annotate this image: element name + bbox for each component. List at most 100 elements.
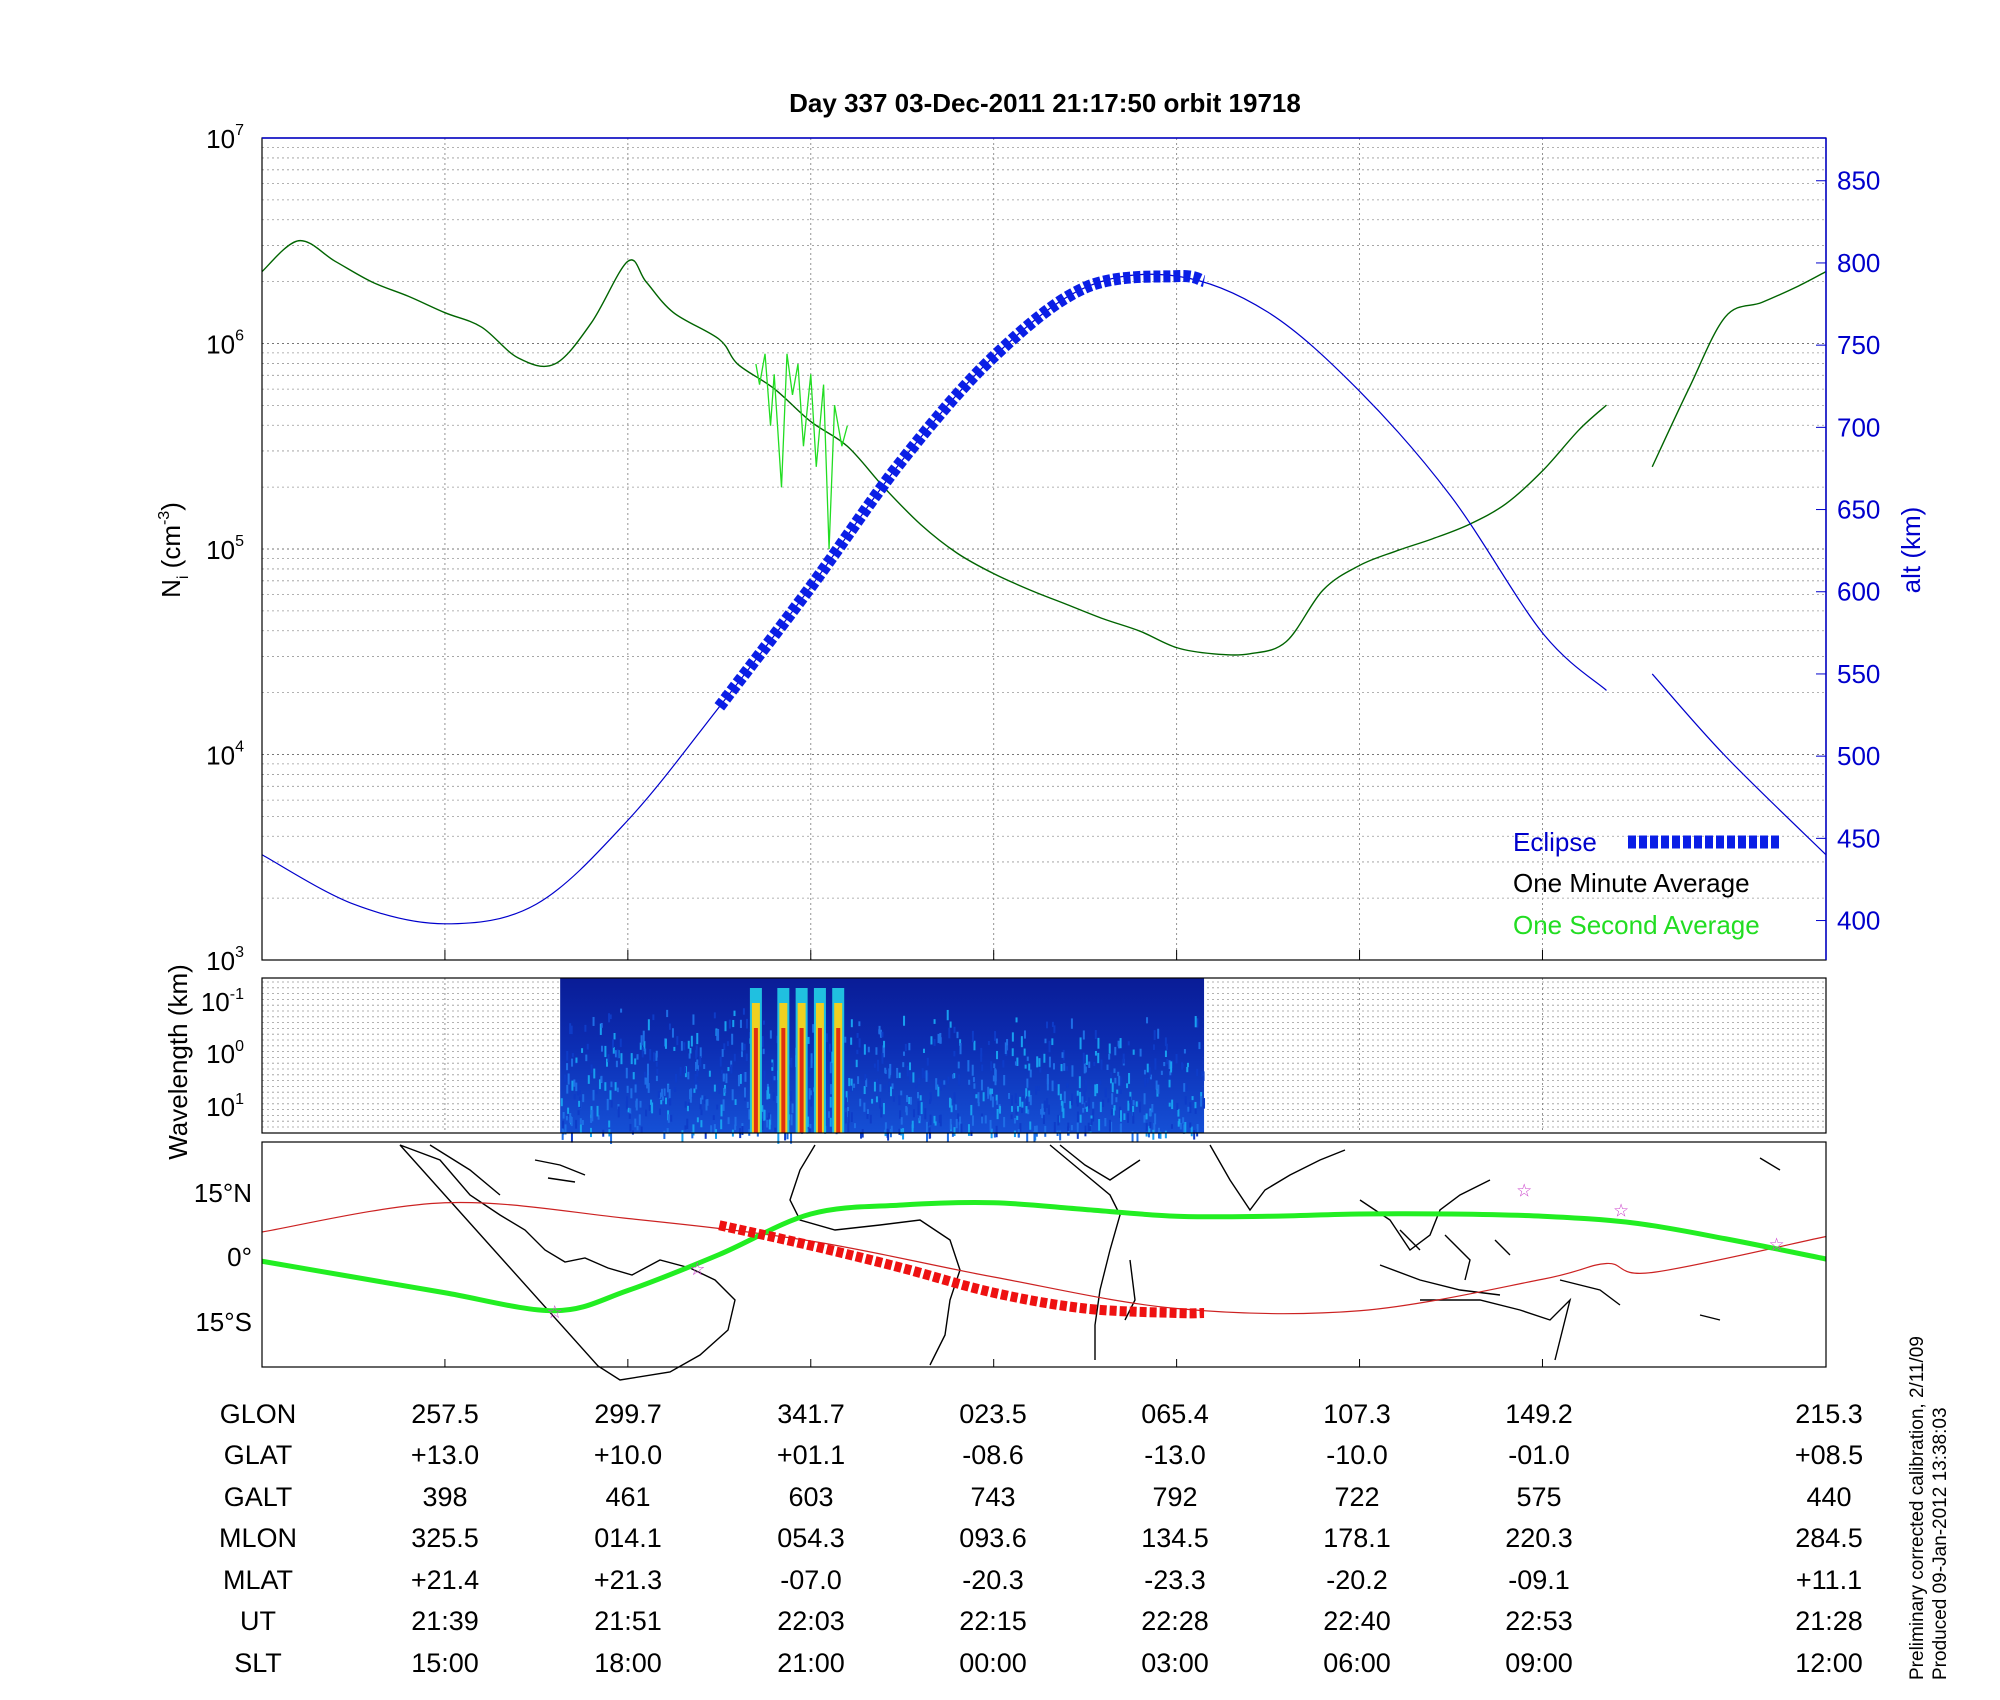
spectrogram-image: [560, 978, 1206, 1144]
density-y-label: Ni (cm-3): [156, 502, 192, 598]
spectrogram-speckle: [829, 1084, 832, 1095]
one-second-average-line: [755, 353, 848, 550]
spectrogram-speckle: [1187, 1106, 1190, 1112]
spectrogram-speckle: [658, 1108, 661, 1115]
spectrogram-speckle: [1094, 1050, 1097, 1056]
legend-minute-label: One Minute Average: [1513, 868, 1750, 898]
spectrogram-speckle: [902, 1051, 905, 1056]
table-cell: 284.5: [1795, 1523, 1863, 1553]
spectrogram-speckle: [1046, 1078, 1049, 1091]
spectrogram-speckle: [1016, 1105, 1019, 1112]
density-y-tick-label: 104: [206, 739, 244, 771]
spectrogram-speckle: [863, 1086, 866, 1095]
spectrogram-speckle: [993, 1132, 996, 1138]
table-cell: +10.0: [594, 1440, 662, 1470]
spectrogram-speckle: [917, 1104, 920, 1115]
spectrogram-speckle: [987, 1086, 990, 1096]
spectrogram-speckle: [850, 1078, 853, 1091]
spectrogram-speckle: [1196, 1018, 1199, 1028]
spectrogram-speckle: [1084, 1080, 1087, 1092]
spectrogram-speckle: [1085, 1102, 1088, 1107]
spectrogram-speckle: [1029, 1094, 1032, 1106]
spectrogram-speckle: [1149, 1074, 1152, 1080]
spectrogram-speckle: [1132, 1106, 1135, 1116]
spectrogram-speckle: [716, 1029, 719, 1041]
star-marker: ☆: [689, 1259, 705, 1280]
spectrogram-speckle: [634, 1084, 637, 1093]
spectrogram-speckle: [855, 1059, 858, 1068]
spectrogram-speckle: [863, 1044, 866, 1055]
one-minute-average-line-tail: [1651, 270, 1827, 468]
spectrogram-speckle: [1021, 1095, 1024, 1101]
spectrogram-speckle: [1060, 1100, 1063, 1106]
spectrogram-speckle: [612, 1047, 615, 1054]
spectrogram-speckle: [1088, 1061, 1091, 1068]
spectrogram-speckle: [937, 1033, 940, 1044]
spectrogram-speckle: [573, 1094, 576, 1100]
spectrogram-speckle: [953, 1127, 956, 1136]
spectrogram-speckle: [699, 1056, 702, 1067]
spectrogram-speckle: [810, 1096, 813, 1107]
red-sea-coast: [1059, 1144, 1141, 1181]
spectrogram-speckle: [575, 1119, 578, 1129]
table-row-label: GALT: [224, 1482, 293, 1512]
spectrogram-speckle: [924, 1108, 927, 1120]
spectrogram-speckle: [953, 1026, 956, 1034]
spectrogram-speckle: [587, 1075, 590, 1084]
spectrogram-speckle: [608, 1013, 611, 1023]
spectrogram-speckle: [762, 1020, 765, 1025]
spectrogram-speckle: [875, 1047, 878, 1055]
spectrogram-speckle: [908, 1096, 911, 1105]
alt-y-tick-label: 850: [1837, 166, 1880, 196]
spectrogram-speckle: [724, 1088, 727, 1093]
spectrogram-speckle: [1132, 1112, 1135, 1124]
spectrogram-speckle: [766, 1119, 769, 1128]
spectrogram-speckle: [733, 1053, 736, 1062]
spectrogram-speckle: [600, 1075, 603, 1083]
spectrogram-speckle: [968, 1079, 971, 1085]
spectrogram-speckle: [1092, 1101, 1095, 1109]
spectrogram-speckle: [1053, 1025, 1056, 1034]
spectrogram-speckle: [768, 1093, 771, 1099]
spectrogram-speckle: [1126, 1083, 1129, 1089]
spectrogram-speckle: [891, 1083, 894, 1089]
table-cell: 743: [970, 1482, 1015, 1512]
spectrogram-speckle: [1094, 1030, 1097, 1040]
spectrogram-speckle: [591, 1109, 594, 1122]
spectrogram-speckle: [1084, 1066, 1087, 1073]
spectrogram-speckle: [1083, 1062, 1086, 1074]
spectrogram-speckle: [687, 1071, 690, 1080]
spectrogram-speckle: [958, 1116, 961, 1126]
spectrogram-speckle: [981, 1064, 984, 1072]
madagascar-coast: [1124, 1259, 1136, 1321]
table-cell: 18:00: [594, 1648, 662, 1678]
spectrogram-speckle: [1045, 1021, 1048, 1029]
spectrogram-speckle: [989, 1088, 992, 1095]
spectrogram-speckle: [1118, 1075, 1121, 1086]
spectrogram-speckle: [645, 1109, 648, 1117]
spectrogram-speckle: [712, 1115, 715, 1120]
table-cell: 220.3: [1505, 1523, 1573, 1553]
table-cell: 21:00: [777, 1648, 845, 1678]
table-cell: 257.5: [411, 1399, 479, 1429]
spectrogram-speckle: [569, 1023, 572, 1035]
spectrogram-speckle: [955, 1104, 958, 1111]
spectrogram-speckle: [900, 1117, 903, 1125]
spectrogram-speckle: [681, 1130, 684, 1142]
spectrogram-speckle: [1183, 1083, 1186, 1092]
spectrogram-speckle: [1164, 1050, 1167, 1058]
spectrogram-speckle: [902, 1062, 905, 1068]
spectrogram-speckle: [867, 1046, 870, 1053]
spectrogram-speckle: [881, 1053, 884, 1064]
spectrogram-speckle: [952, 1074, 955, 1079]
spectrogram-speckle: [957, 1061, 960, 1069]
spectrogram-speckle: [1026, 1056, 1029, 1061]
spectrogram-speckle: [1115, 1097, 1118, 1103]
spectrogram-speckle: [699, 1103, 702, 1110]
spectrogram-speckle: [1011, 1105, 1014, 1112]
africa-east-coast: [1049, 1144, 1121, 1360]
spectrogram-speckle: [860, 1131, 863, 1139]
spectrogram-speckle: [570, 1116, 573, 1127]
spectrogram-speckle: [585, 1054, 588, 1062]
